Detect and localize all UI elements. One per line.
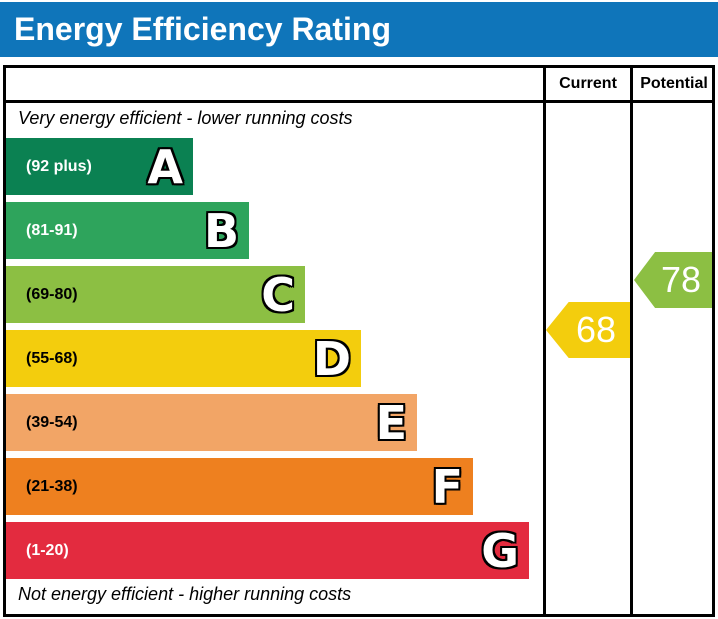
band-row-c: (69-80) C [6,266,305,323]
band-range-label: (21-38) [26,477,78,495]
band-row-e: (39-54) E [6,394,417,451]
band-range-label: (1-20) [26,541,69,559]
band-letter: F [431,459,463,514]
page-title: Energy Efficiency Rating [14,11,391,47]
band-range-label: (39-54) [26,413,78,431]
epc-rating-table-inner: Current Potential Very energy efficient … [6,68,712,614]
epc-rating-table: Current Potential Very energy efficient … [3,65,715,617]
band-letter: D [312,331,351,386]
band-letter: G [481,523,519,578]
band-range-label: (92 plus) [26,157,92,175]
column-header-potential: Potential [640,75,708,92]
note-not-efficient: Not energy efficient - higher running co… [18,584,352,604]
current-rating-arrow: 68 [546,302,630,358]
band-range-label: (55-68) [26,349,78,367]
band-range-label: (69-80) [26,285,78,303]
band-letter: A [147,139,183,194]
band-letter: B [203,203,239,258]
title-bar: Energy Efficiency Rating [0,2,718,57]
potential-rating-arrow: 78 [634,252,712,308]
band-letter: E [375,395,407,450]
band-row-b: (81-91) B [6,202,249,259]
header-separator-line [6,100,712,103]
note-very-efficient: Very energy efficient - lower running co… [18,108,353,128]
band-letter: C [261,267,295,322]
column-header-current: Current [559,75,617,92]
band-row-g: (1-20) G [6,522,529,579]
band-row-d: (55-68) D [6,330,361,387]
current-column-divider [543,68,546,614]
potential-rating-value: 78 [660,259,702,300]
potential-column-divider [630,68,633,614]
band-range-label: (81-91) [26,221,78,239]
current-rating-value: 68 [575,309,617,350]
band-row-f: (21-38) F [6,458,473,515]
band-row-a: (92 plus) A [6,138,193,195]
